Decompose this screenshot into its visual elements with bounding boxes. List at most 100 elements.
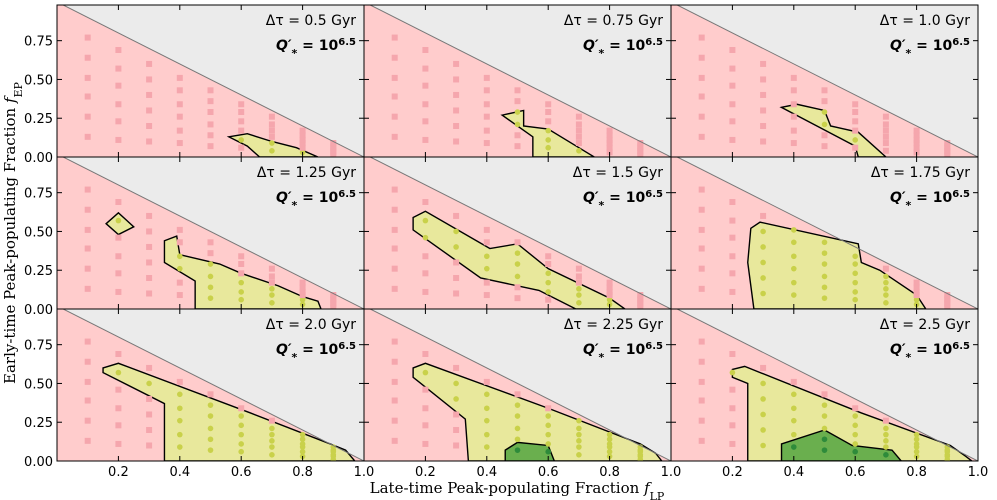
q-sub: * xyxy=(292,199,298,212)
sample-point xyxy=(453,212,460,219)
sample-point xyxy=(545,127,551,134)
sample-point xyxy=(944,143,951,150)
sample-point xyxy=(514,436,521,443)
sample-point xyxy=(115,440,122,447)
sample-point xyxy=(484,431,490,438)
sample-point xyxy=(760,228,766,235)
sample-point xyxy=(84,226,91,233)
q-symbol: Q′ xyxy=(583,190,599,206)
sample-point xyxy=(330,299,337,306)
sample-point xyxy=(269,451,275,458)
sample-point xyxy=(238,413,244,419)
contour-region xyxy=(504,441,556,461)
sample-point xyxy=(545,253,552,260)
sample-point xyxy=(299,127,306,134)
sample-point xyxy=(115,405,122,412)
sample-point xyxy=(575,140,582,147)
sample-point xyxy=(637,299,644,306)
sample-point xyxy=(330,147,337,154)
sample-point xyxy=(207,391,214,398)
sample-point xyxy=(269,286,275,292)
panel-frame xyxy=(670,308,979,462)
sample-point xyxy=(821,239,828,246)
panel-title: Δτ = 0.5 Gyr xyxy=(266,13,356,29)
sample-point xyxy=(575,113,582,120)
sample-point xyxy=(852,261,858,267)
sample-point xyxy=(575,127,582,134)
sample-point xyxy=(698,226,705,233)
sample-point xyxy=(913,296,920,303)
sample-point xyxy=(391,285,398,292)
diagonal xyxy=(676,157,978,309)
q-base: = 10 xyxy=(604,190,645,206)
sample-point xyxy=(453,380,459,387)
q-base: = 10 xyxy=(297,190,338,206)
sample-point xyxy=(883,444,889,450)
sample-point xyxy=(883,438,889,444)
sample-point xyxy=(698,338,705,345)
diagonal xyxy=(369,309,671,461)
sample-point xyxy=(146,212,153,219)
sample-point xyxy=(483,74,490,81)
sample-point xyxy=(422,136,429,143)
sample-point xyxy=(545,405,552,412)
diagonal xyxy=(676,5,978,157)
sample-point xyxy=(391,74,398,81)
q-symbol: Q′ xyxy=(890,342,906,358)
panel-title: Δτ = 1.25 Gyr xyxy=(257,165,356,181)
sample-point xyxy=(760,442,766,449)
q-exp: 6.5 xyxy=(338,37,356,48)
sample-point xyxy=(545,118,552,125)
sample-point xyxy=(146,91,153,98)
sample-point xyxy=(207,132,214,139)
sample-point xyxy=(422,46,429,53)
sample-point xyxy=(576,438,582,444)
sample-point xyxy=(115,82,122,89)
q-base: = 10 xyxy=(911,38,952,54)
sample-point xyxy=(422,65,429,72)
sample-point xyxy=(238,127,245,134)
sample-point xyxy=(913,144,920,151)
x-tick-label: 0.8 xyxy=(906,465,927,480)
sample-point xyxy=(576,444,582,450)
panel xyxy=(364,157,671,309)
sample-point xyxy=(453,244,459,250)
panel xyxy=(57,5,364,157)
sample-point xyxy=(821,121,828,128)
sample-point xyxy=(330,295,337,302)
sample-point xyxy=(391,358,398,365)
sample-point xyxy=(238,441,244,447)
sample-point xyxy=(484,253,490,260)
sample-point xyxy=(545,144,551,151)
q-base: = 10 xyxy=(604,342,645,358)
sample-point xyxy=(760,107,767,114)
sample-point xyxy=(207,273,214,280)
sample-point xyxy=(84,34,91,41)
panel xyxy=(671,5,978,157)
sample-point xyxy=(453,411,460,418)
sample-point xyxy=(852,422,858,429)
sample-point xyxy=(146,60,153,67)
sample-point xyxy=(115,217,122,224)
q-sub: * xyxy=(906,351,912,364)
sample-point xyxy=(729,46,736,53)
sample-point xyxy=(422,405,429,412)
sample-point xyxy=(177,391,183,398)
diagonal xyxy=(62,157,364,309)
sample-point xyxy=(453,138,460,145)
sample-point xyxy=(852,127,859,134)
q-exp: 6.5 xyxy=(952,37,970,48)
sample-point xyxy=(453,426,460,433)
sample-point xyxy=(514,239,521,246)
x-tick-label: 1.0 xyxy=(661,465,682,480)
sample-point xyxy=(944,140,951,147)
sample-point xyxy=(791,431,797,438)
sample-point xyxy=(729,386,736,393)
sample-point xyxy=(453,60,460,67)
sample-point xyxy=(269,147,275,154)
sample-point xyxy=(238,448,244,455)
x-tick-label: 0.6 xyxy=(845,465,866,480)
q-label: Q′* = 106.5 xyxy=(890,189,970,212)
sample-point xyxy=(852,118,859,125)
